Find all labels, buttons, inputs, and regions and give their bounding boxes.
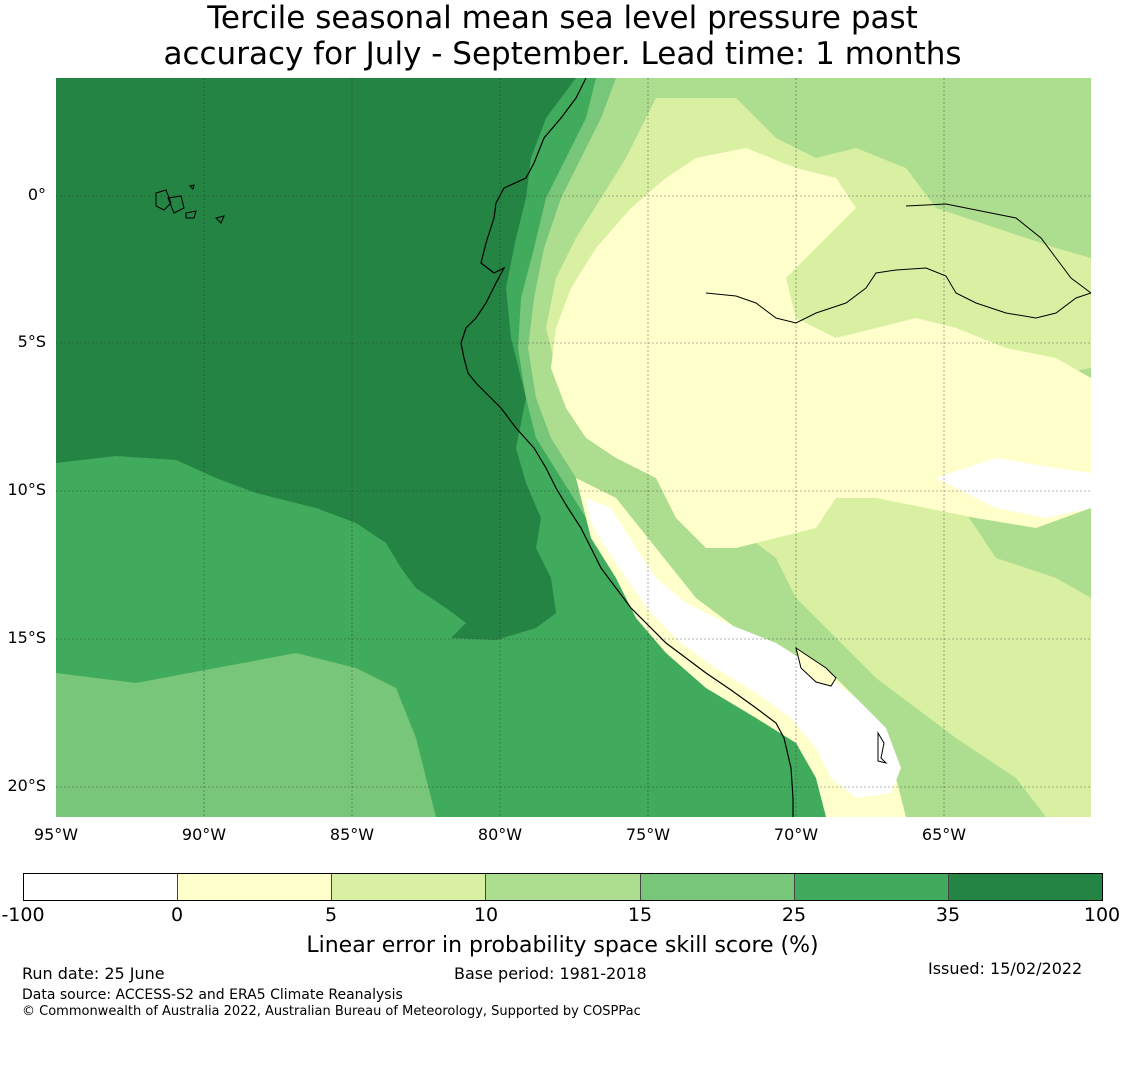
lon-tick-80w: 80°W — [477, 825, 523, 844]
colorbar-label: 10 — [473, 904, 499, 926]
lat-tick-20s: 20°S — [7, 776, 46, 795]
colorbar-label: 5 — [324, 904, 338, 926]
colorbar-label: 25 — [781, 904, 807, 926]
colorbar-title: Linear error in probability space skill … — [306, 933, 819, 958]
colorbar-label: 15 — [627, 904, 653, 926]
lat-tick-5s: 5°S — [17, 332, 46, 351]
colorbar-label: 100 — [1083, 904, 1121, 926]
lat-tick-0: 0° — [27, 185, 46, 204]
graticule — [56, 78, 1091, 817]
zone-pale-yellow — [551, 148, 1091, 548]
colorbar-segment-2 — [178, 874, 333, 900]
colorbar-segment-7 — [948, 874, 1102, 900]
data-source: Data source: ACCESS-S2 and ERA5 Climate … — [22, 987, 403, 1003]
coastline — [460, 78, 794, 817]
skill-score-map — [56, 78, 1091, 817]
lon-tick-75w: 75°W — [625, 825, 671, 844]
title-line-1: Tercile seasonal mean sea level pressure… — [207, 0, 918, 36]
colorbar-segment-3 — [332, 874, 487, 900]
lon-tick-85w: 85°W — [329, 825, 375, 844]
colorbar — [23, 873, 1103, 901]
colorbar-segment-6 — [794, 874, 949, 900]
zone-negative-skill — [586, 498, 901, 798]
lon-tick-95w: 95°W — [33, 825, 79, 844]
lat-tick-10s: 10°S — [7, 480, 46, 499]
colorbar-segment-4 — [486, 874, 641, 900]
copyright: © Commonwealth of Australia 2022, Austra… — [22, 1004, 641, 1019]
lat-tick-15s: 15°S — [7, 628, 46, 647]
zone-negative-skill-east — [936, 458, 1091, 518]
map-canvas — [56, 78, 1091, 817]
lon-tick-90w: 90°W — [181, 825, 227, 844]
negro-river — [905, 203, 1091, 294]
lake-poopo — [877, 731, 888, 764]
colorbar-segment-5 — [640, 874, 795, 900]
title-line-2: accuracy for July - September. Lead time… — [163, 36, 962, 72]
issued-date: Issued: 15/02/2022 — [928, 959, 1083, 978]
galapagos-islands — [155, 184, 225, 224]
lon-tick-70w: 70°W — [773, 825, 819, 844]
base-period: Base period: 1981-2018 — [454, 964, 647, 983]
zone-light-green-south — [56, 653, 436, 817]
colorbar-label: 0 — [170, 904, 184, 926]
colorbar-segment-1 — [24, 874, 179, 900]
lake-titicaca — [795, 646, 837, 687]
amazon-river — [705, 267, 1091, 324]
map-title: Tercile seasonal mean sea level pressure… — [0, 0, 1125, 72]
colorbar-label: 35 — [935, 904, 961, 926]
lon-tick-65w: 65°W — [921, 825, 967, 844]
colorbar-label: -100 — [1, 904, 45, 926]
run-date: Run date: 25 June — [22, 964, 165, 983]
